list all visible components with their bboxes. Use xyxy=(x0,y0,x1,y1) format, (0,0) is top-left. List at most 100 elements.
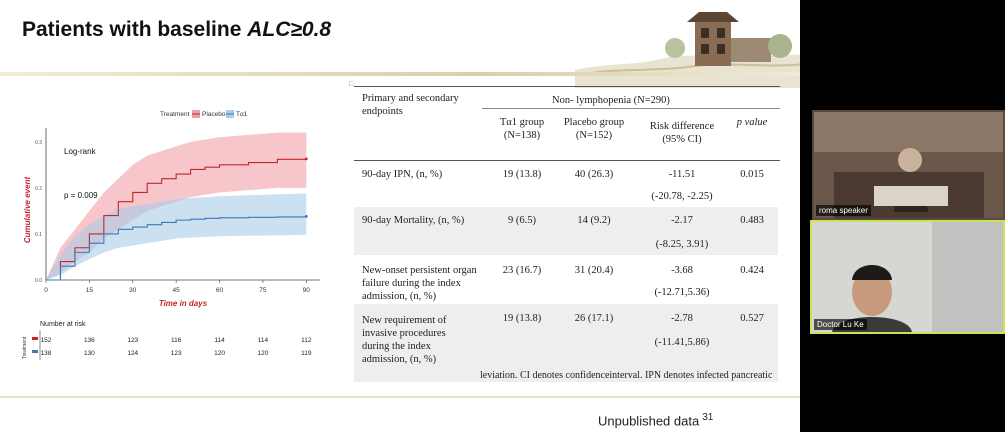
placebo-curve-end-point xyxy=(304,157,308,161)
risk-placebo-count: 123 xyxy=(127,337,138,344)
row-3-endpoint: New-onset persistent organ failure durin… xyxy=(362,265,477,302)
risk-placebo-count: 116 xyxy=(171,337,182,344)
risk-ta1-count: 130 xyxy=(84,350,95,357)
x-tick-label: 45 xyxy=(173,287,181,294)
risk-placebo-count: 114 xyxy=(214,337,225,344)
y-tick-label: 0.2 xyxy=(35,186,42,192)
slide-title-prefix: Patients with baseline xyxy=(22,18,248,41)
risk-ta1-count: 123 xyxy=(171,350,182,357)
row-4-ta1: 19 (13.8) xyxy=(502,313,542,324)
row-4-ci: (-11.41,5.86) xyxy=(654,337,710,348)
row-band-2 xyxy=(354,207,778,255)
legend-placebo-label: Placebo xyxy=(202,111,226,118)
header-endpoints: Primary and secondary endpoints xyxy=(362,93,459,117)
risk-ta1-count: 120 xyxy=(257,350,268,357)
row-2-endpoint: 90-day Mortality, (n, %) xyxy=(362,215,465,226)
row-band-4 xyxy=(354,304,778,382)
page-number: 31 xyxy=(702,412,714,423)
risk-ta1-count: 124 xyxy=(127,350,138,357)
participant-2-name: Doctor Lu Ke xyxy=(814,319,867,330)
x-tick-label: 90 xyxy=(303,287,311,294)
y-tick-label: 0.0 xyxy=(35,278,42,284)
participant-1-name: roma speaker xyxy=(816,205,871,216)
risk-ta1-count: 120 xyxy=(214,350,225,357)
ta1-curve xyxy=(46,216,307,281)
km-curves xyxy=(46,157,308,281)
row-2-ta1: 9 (6.5) xyxy=(508,215,536,226)
presentation-slide: Patients with baseline ALC≥0.8 Treatment… xyxy=(0,0,800,432)
participant-tile-2[interactable]: Doctor Lu Ke xyxy=(810,220,1005,334)
risk-placebo-count: 112 xyxy=(301,337,312,344)
x-tick-label: 0 xyxy=(44,287,48,294)
row-3-placebo: 31 (20.4) xyxy=(574,265,614,276)
table-header-rule xyxy=(354,160,780,161)
legend-title: Treatment xyxy=(160,111,190,118)
table-top-rule xyxy=(354,86,780,87)
row-2-placebo: 14 (9.2) xyxy=(577,215,611,226)
risk-placebo-count: 152 xyxy=(41,337,52,344)
row-2-pvalue: 0.483 xyxy=(740,215,764,226)
km-axis-ticks: 0 15 30 45 60 75 90 0.0 0.1 0.2 0.3 xyxy=(35,140,310,294)
slide-title-italic: ALC≥0.8 xyxy=(247,18,332,41)
title-divider xyxy=(0,72,800,76)
x-tick-label: 60 xyxy=(216,287,224,294)
y-tick-label: 0.1 xyxy=(35,232,42,238)
header-risk-difference: Risk difference (95% CI) xyxy=(649,121,715,145)
row-4-pvalue: 0.527 xyxy=(740,313,764,324)
temple-decoration-image xyxy=(575,12,800,88)
row-2-ci: (-8.25, 3.91) xyxy=(655,239,709,250)
table-anchor-mark: □ xyxy=(349,80,354,88)
row-4-endpoint: New requirement of invasive procedures d… xyxy=(362,315,447,365)
row-3-ta1: 23 (16.7) xyxy=(502,265,542,276)
row-3-ci: (-12.71,5.36) xyxy=(654,287,710,298)
risk-ta1-marker xyxy=(32,350,38,353)
risk-ta1-count: 119 xyxy=(301,350,312,357)
row-1-pvalue: 0.015 xyxy=(740,169,764,180)
y-axis-title: Cumulative event xyxy=(23,177,32,244)
participant-1-video xyxy=(814,112,1003,218)
risk-table-values: 152 136 123 116 114 114 112 138 130 124 123 120 120 1… xyxy=(41,337,312,357)
header-placebo: Placebo group (N=152) xyxy=(563,117,625,141)
ta1-curve-end-point xyxy=(304,215,308,218)
risk-side-label: Treatment xyxy=(22,336,28,359)
pvalue-label: p = 0.009 xyxy=(64,191,98,200)
row-1-ci: (-20.78, -2.25) xyxy=(651,191,713,202)
table-footnote: leviation. CI denotes confidenceinterval… xyxy=(480,370,773,381)
header-ta1: Tα1 group (N=138) xyxy=(499,117,545,141)
row-4-risk-difference: -2.78 xyxy=(671,313,693,324)
row-4-placebo: 26 (17.1) xyxy=(574,313,614,324)
endpoints-table: □ Primary and secondary endpoints Non- l… xyxy=(349,80,782,382)
video-participants-panel: roma speaker Doctor Lu Ke xyxy=(800,0,1005,432)
risk-placebo-marker xyxy=(32,337,38,340)
risk-table-title: Number at risk xyxy=(40,321,86,328)
risk-ta1-count: 138 xyxy=(41,350,52,357)
row-3-pvalue: 0.424 xyxy=(740,265,764,276)
footer-divider xyxy=(0,396,800,398)
x-tick-label: 15 xyxy=(86,287,94,294)
footer-text: Unpublished data xyxy=(598,413,700,429)
logrank-label: Log-rank xyxy=(64,147,97,156)
x-tick-label: 75 xyxy=(259,287,267,294)
x-axis-title: Time in days xyxy=(159,299,208,308)
x-tick-label: 30 xyxy=(129,287,137,294)
row-1-endpoint: 90-day IPN, (n, %) xyxy=(362,169,443,180)
risk-placebo-count: 136 xyxy=(84,337,95,344)
row-1-risk-difference: -11.51 xyxy=(668,169,696,180)
legend-ta1-label: Tα1 xyxy=(236,111,248,118)
participant-tile-1[interactable]: roma speaker xyxy=(812,110,1005,220)
table-group-rule xyxy=(482,108,780,109)
participant-2-video xyxy=(812,222,1003,332)
ta1-confidence-band xyxy=(46,193,307,280)
placebo-confidence-band xyxy=(46,132,307,280)
row-1-placebo: 40 (26.3) xyxy=(574,169,614,180)
header-pvalue: p value xyxy=(736,117,768,128)
slide-footer: Unpublished data 31 xyxy=(598,412,713,428)
kaplan-meier-chart: Treatment Placebo Tα1 0 15 30 45 60 75 90 0.0 0.… xyxy=(22,110,320,360)
row-3-risk-difference: -3.68 xyxy=(671,265,693,276)
y-tick-label: 0.3 xyxy=(35,140,42,146)
risk-placebo-count: 114 xyxy=(258,337,269,344)
row-2-risk-difference: -2.17 xyxy=(671,215,693,226)
slide-title: Patients with baseline ALC≥0.8 xyxy=(22,18,331,42)
row-1-ta1: 19 (13.8) xyxy=(502,169,542,180)
header-group: Non- lymphopenia (N=290) xyxy=(552,95,670,106)
